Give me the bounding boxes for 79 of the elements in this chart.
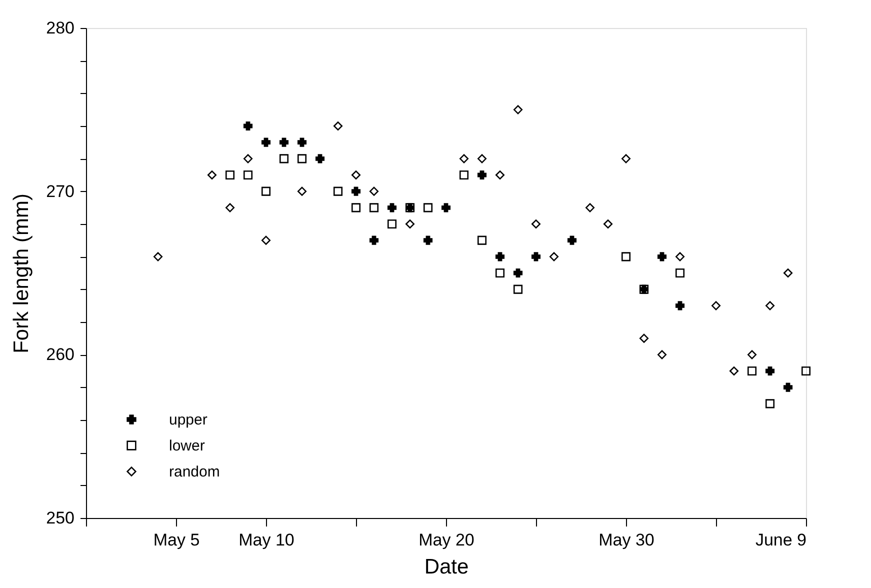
point (585, 203, 595, 212)
y-tick-label: 270 (46, 182, 74, 201)
x-tick-label: May 20 (418, 530, 474, 550)
point (261, 186, 271, 196)
point (513, 284, 523, 294)
point (477, 170, 487, 180)
y-axis-title: Fork length (mm) (10, 194, 34, 354)
point (495, 252, 505, 262)
point (675, 301, 685, 310)
point (495, 170, 505, 180)
point (225, 203, 235, 212)
x-tick-label: May 10 (238, 530, 294, 550)
point (369, 186, 379, 196)
point (297, 138, 307, 147)
point (675, 252, 685, 262)
point (243, 154, 253, 164)
point (351, 170, 361, 180)
point (639, 334, 649, 343)
point (531, 219, 541, 229)
point (783, 268, 793, 278)
point (711, 301, 721, 310)
point (549, 252, 559, 262)
point (495, 268, 505, 278)
point (477, 236, 487, 245)
point (801, 366, 811, 376)
point (369, 236, 379, 245)
point (747, 350, 757, 360)
point (765, 301, 775, 310)
point (387, 203, 397, 212)
point (261, 138, 271, 147)
legend-label: upper (169, 412, 208, 428)
point (207, 170, 217, 180)
point (369, 203, 379, 212)
x-axis-title: Date (424, 556, 469, 578)
legend-label: lower (169, 438, 205, 454)
point (621, 252, 631, 262)
point (297, 154, 307, 164)
point (333, 121, 343, 131)
point (333, 186, 343, 196)
point (423, 236, 433, 245)
point (621, 154, 631, 164)
point (153, 252, 163, 262)
x-tick-label: May 30 (598, 530, 654, 550)
point (459, 170, 469, 180)
point (513, 105, 523, 114)
point (729, 366, 739, 376)
point (351, 186, 361, 196)
x-tick-label: May 5 (153, 530, 200, 550)
point (441, 203, 451, 212)
point (675, 268, 685, 278)
point (747, 366, 757, 376)
point (603, 219, 613, 229)
point (297, 186, 307, 196)
point (351, 203, 361, 212)
point (387, 219, 397, 229)
legend-label: random (169, 464, 220, 480)
y-tick-label: 260 (46, 345, 74, 364)
point (657, 350, 667, 360)
point (459, 154, 469, 164)
point (765, 399, 775, 408)
point (243, 121, 253, 131)
point (477, 154, 487, 164)
y-tick-label: 250 (46, 508, 74, 528)
y-tick-label: 280 (46, 18, 74, 38)
point (243, 170, 253, 180)
point (279, 138, 289, 147)
point (405, 219, 415, 229)
point (765, 366, 775, 376)
point (567, 236, 577, 245)
point (279, 154, 289, 164)
x-tick-label: June 9 (755, 530, 806, 550)
point (225, 170, 235, 180)
point (657, 252, 667, 262)
point (423, 203, 433, 212)
point (261, 236, 271, 245)
point (513, 268, 523, 278)
point (531, 252, 541, 262)
point (783, 382, 793, 392)
point (315, 154, 325, 164)
